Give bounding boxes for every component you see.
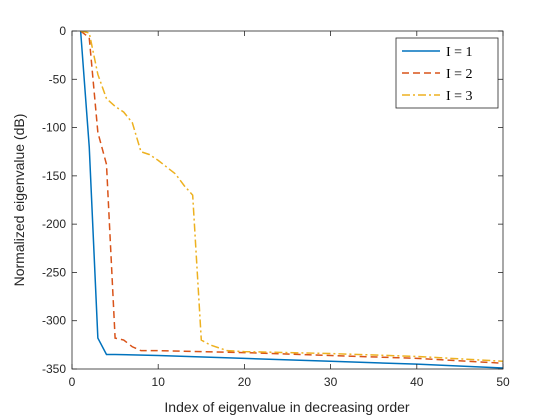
x-tick-label: 50 [496,375,510,389]
y-tick-label: -100 [42,121,66,135]
y-tick-label: 0 [59,24,66,38]
axes: 0 10 20 30 40 50 0 -50 -100 -150 -200 -250 -300 -350 [42,24,510,389]
x-axis-label: Index of eigenvalue in decreasing order [164,399,410,415]
series-line-2 [80,31,503,364]
axes-box [71,30,504,370]
legend-label-1: I = 1 [446,45,473,60]
y-tick-label: -150 [42,169,66,183]
x-tick-label: 20 [238,375,252,389]
x-tick-label: 40 [410,375,424,389]
legend: I = 1 I = 2 I = 3 [395,37,499,109]
plot-area [79,31,503,369]
y-tick-label: -350 [42,362,66,376]
x-tick-label: 30 [324,375,338,389]
y-tick-label: -200 [42,217,66,231]
y-tick-label: -300 [42,314,66,328]
series-line-1 [79,31,503,369]
legend-label-2: I = 2 [446,67,473,82]
y-tick-label: -50 [49,72,67,86]
x-tick-label: 0 [69,375,76,389]
x-tick-label: 10 [152,375,166,389]
y-axis-label: Normalized eigenvalue (dB) [11,114,27,287]
y-tick-label: -250 [42,265,66,279]
series-line-3 [80,31,503,363]
legend-label-3: I = 3 [446,89,473,104]
